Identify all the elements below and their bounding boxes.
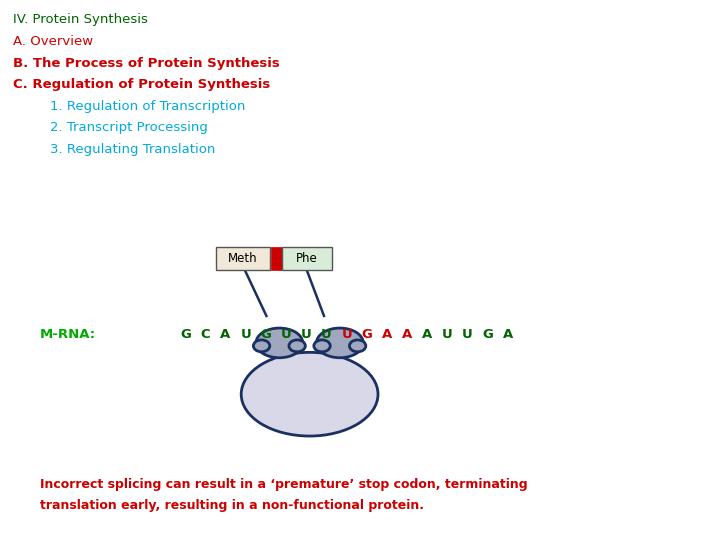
Text: A: A bbox=[402, 328, 412, 341]
Bar bbox=[271, 247, 282, 270]
Text: A: A bbox=[382, 328, 392, 341]
Text: U: U bbox=[442, 328, 453, 341]
Text: A: A bbox=[422, 328, 432, 341]
Ellipse shape bbox=[314, 340, 330, 352]
Text: B. The Process of Protein Synthesis: B. The Process of Protein Synthesis bbox=[13, 57, 279, 70]
Text: G: G bbox=[180, 328, 191, 341]
Text: U: U bbox=[301, 328, 312, 341]
Text: Incorrect splicing can result in a ‘premature’ stop codon, terminating: Incorrect splicing can result in a ‘prem… bbox=[40, 478, 527, 491]
Text: A: A bbox=[503, 328, 513, 341]
Text: C. Regulation of Protein Synthesis: C. Regulation of Protein Synthesis bbox=[13, 78, 270, 91]
Text: G: G bbox=[261, 328, 271, 341]
Text: translation early, resulting in a non-functional protein.: translation early, resulting in a non-fu… bbox=[40, 500, 423, 512]
Text: Phe: Phe bbox=[296, 252, 318, 265]
Text: Meth: Meth bbox=[228, 252, 258, 265]
Text: A: A bbox=[220, 328, 230, 341]
Text: IV. Protein Synthesis: IV. Protein Synthesis bbox=[13, 14, 148, 26]
Text: U: U bbox=[281, 328, 292, 341]
Text: 2. Transcript Processing: 2. Transcript Processing bbox=[50, 122, 208, 134]
Bar bbox=[282, 247, 332, 270]
Ellipse shape bbox=[349, 340, 366, 352]
Text: U: U bbox=[462, 328, 473, 341]
Ellipse shape bbox=[241, 352, 378, 436]
Ellipse shape bbox=[289, 340, 305, 352]
Text: G: G bbox=[361, 328, 372, 341]
Text: U: U bbox=[321, 328, 332, 341]
Ellipse shape bbox=[253, 340, 270, 352]
Text: G: G bbox=[482, 328, 493, 341]
Text: C: C bbox=[200, 328, 210, 341]
Text: U: U bbox=[341, 328, 352, 341]
Ellipse shape bbox=[256, 328, 302, 357]
Text: U: U bbox=[240, 328, 251, 341]
Text: M-RNA:: M-RNA: bbox=[40, 328, 96, 341]
Text: 3. Regulating Translation: 3. Regulating Translation bbox=[50, 143, 216, 156]
Ellipse shape bbox=[317, 328, 363, 357]
Text: 1. Regulation of Transcription: 1. Regulation of Transcription bbox=[50, 100, 246, 113]
Bar bbox=[216, 247, 270, 270]
Text: A. Overview: A. Overview bbox=[13, 35, 93, 48]
